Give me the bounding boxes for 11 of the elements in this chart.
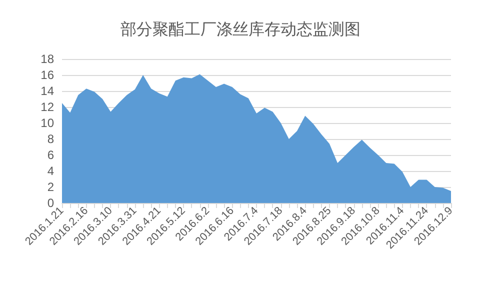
y-tick-label: 16 <box>40 68 54 82</box>
y-tick-label: 14 <box>40 84 54 98</box>
y-tick-label: 12 <box>40 100 54 114</box>
y-tick-label: 18 <box>40 52 54 66</box>
y-tick-label: 0 <box>47 196 54 210</box>
y-tick-label: 10 <box>40 116 54 130</box>
y-tick-label: 2 <box>47 180 54 194</box>
y-tick-label: 6 <box>47 148 54 162</box>
y-tick-label: 4 <box>47 164 54 178</box>
y-tick-label: 8 <box>47 132 54 146</box>
chart-title: 部分聚酯工厂涤丝库存动态监测图 <box>120 20 360 38</box>
